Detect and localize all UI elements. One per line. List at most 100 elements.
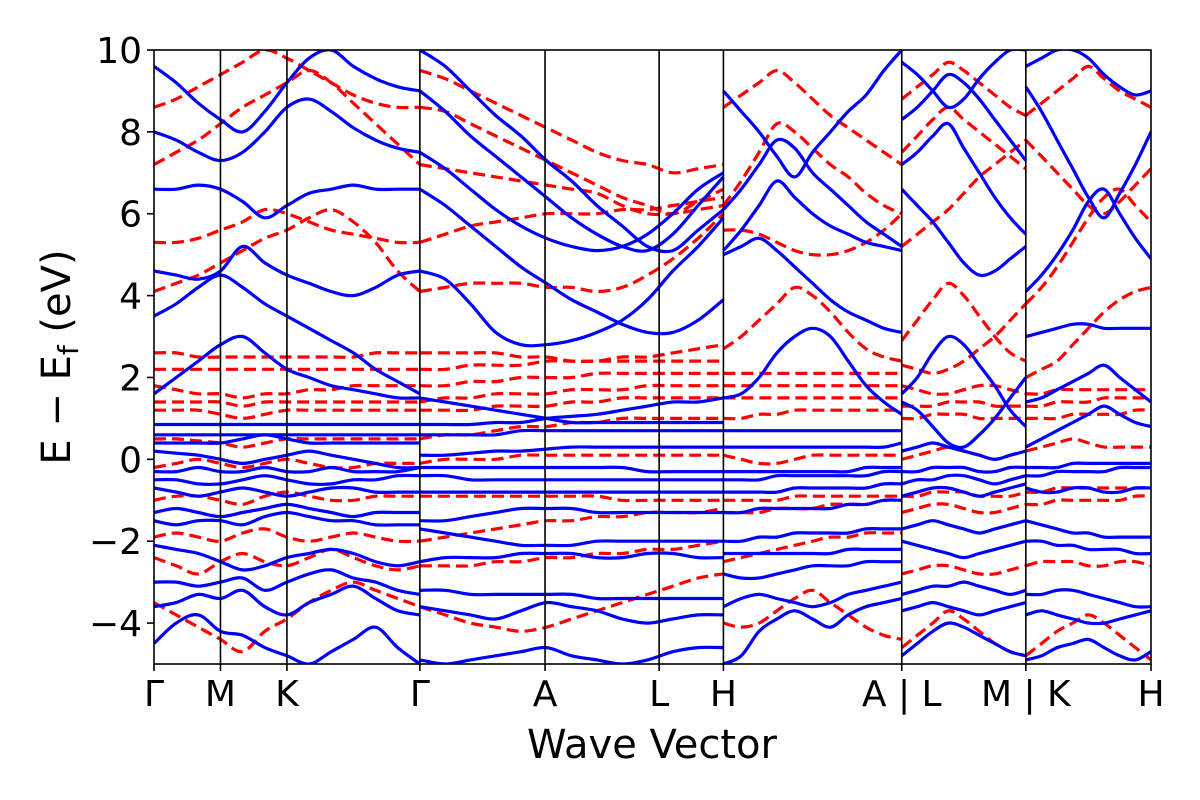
spin-down-band-seg2-11: [722, 121, 903, 216]
spin-up-band-seg1-2: [419, 588, 724, 601]
spin-up-band-seg2-8: [723, 465, 902, 474]
spin-up-band-seg4-1: [1025, 609, 1151, 626]
spin-down-band-seg3-5: [901, 412, 1026, 421]
spin-up-band-seg4-7: [1025, 461, 1151, 470]
spin-down-band-seg1-1: [419, 539, 724, 568]
spin-up-band-seg3-6: [901, 473, 1027, 486]
spin-down-band-seg4-9: [1024, 187, 1151, 305]
spin-up-band-seg4-3: [1025, 539, 1151, 556]
spin-down-band-seg0-0: [154, 580, 421, 654]
spin-up-band-seg4-6: [1025, 465, 1151, 478]
spin-down-band-seg2-5: [723, 408, 902, 421]
spin-up-band-seg3-0: [900, 621, 1027, 658]
spin-up-band-seg1-14: [419, 187, 725, 336]
spin-down-band-seg2-4: [723, 453, 902, 466]
spin-up-band-seg1-3: [419, 551, 724, 564]
spin-up-band-seg2-2: [723, 559, 902, 581]
spin-down-band-seg2-9: [722, 285, 903, 363]
spin-down-band-seg4-11: [1024, 64, 1151, 117]
spin-down-band-seg2-1: [723, 531, 902, 564]
spin-up-band-seg4-4: [1025, 519, 1151, 540]
y-tick-label: 8: [119, 113, 142, 154]
spin-down-band-seg3-10: [900, 138, 1027, 248]
spin-up-band-seg1-17: [419, 50, 725, 254]
spin-up-band-seg2-9: [723, 441, 903, 449]
x-axis-label: Wave Vector: [527, 722, 778, 768]
spin-up-band-seg2-7: [723, 469, 902, 482]
spin-down-band-seg1-6: [419, 396, 724, 413]
y-tick-label: 10: [96, 31, 142, 72]
spin-up-band-seg2-11: [723, 326, 903, 416]
spin-down-band-seg4-0: [1024, 613, 1151, 662]
x-tick-label: Γ: [144, 674, 164, 715]
y-tick-label: −2: [89, 522, 142, 563]
spin-up-band-seg3-1: [901, 601, 1027, 617]
spin-up-band-seg3-13: [900, 72, 1028, 162]
spin-up-band-seg4-10: [1025, 322, 1151, 339]
x-tick-label: H: [710, 674, 737, 715]
spin-down-band-seg2-0: [723, 588, 903, 641]
spin-up-band-seg1-12: [419, 396, 724, 425]
spin-up-band-seg1-9: [419, 445, 724, 457]
spin-up-band-seg4-8: [1025, 404, 1151, 449]
spin-up-band-seg3-5: [901, 482, 1027, 498]
y-axis-label-main: E − E: [34, 355, 80, 465]
spin-up-band-seg4-9: [1025, 363, 1151, 404]
x-tick-label: Γ: [410, 674, 430, 715]
spin-down-band-seg4-6: [1025, 396, 1151, 409]
spin-down-band-seg1-12: [419, 195, 724, 244]
spin-up-band-seg3-3: [901, 539, 1027, 560]
spin-up-band-seg4-2: [1025, 588, 1151, 609]
y-axis-label: E − Ef (eV): [34, 249, 85, 464]
spin-up-band-seg4-11: [1024, 187, 1151, 293]
y-axis-label-subscript: f: [52, 344, 85, 355]
spin-down-band-seg4-2: [1025, 494, 1151, 507]
spin-up-band-seg3-14: [900, 50, 1026, 110]
spin-up-band-seg1-11: [419, 396, 724, 427]
spin-down-band-seg3-2: [901, 502, 1027, 515]
spin-down-band-seg3-7: [901, 383, 1027, 396]
spin-down-band-seg0-1: [154, 547, 421, 576]
spin-up-band-seg4-13: [1025, 50, 1151, 97]
spin-down-band-seg3-11: [900, 105, 1027, 170]
x-tick-label: M: [205, 674, 236, 715]
y-tick-label: 4: [119, 277, 142, 318]
spin-up-band-seg3-7: [901, 465, 1026, 474]
x-tick-label: A | L: [862, 674, 942, 715]
x-tick-label: M | K: [981, 674, 1072, 715]
spin-up-band-seg4-5: [1025, 485, 1151, 495]
spin-up-band-seg1-7: [419, 473, 724, 482]
spin-down-band-seg1-8: [419, 371, 724, 388]
spin-up-band-seg1-8: [419, 465, 724, 474]
x-tick-label: A: [533, 674, 558, 715]
spin-up-band-seg2-3: [723, 547, 902, 556]
spin-down-band-seg2-3: [723, 494, 902, 503]
spin-up-band-seg3-2: [901, 580, 1027, 596]
spin-down-band-seg1-10: [419, 350, 724, 364]
y-tick-label: 0: [119, 440, 142, 481]
x-tick-label: L: [649, 674, 669, 715]
spin-down-band-seg0-12: [154, 207, 420, 245]
spin-down-band-seg4-7: [1025, 387, 1151, 396]
spin-up-band-seg3-10: [900, 334, 1027, 428]
spin-up-band-seg2-4: [723, 526, 902, 544]
high-symmetry-lines: [219, 50, 1027, 664]
spin-up-band-seg3-8: [901, 441, 1027, 461]
spin-down-band-seg3-9: [900, 281, 1027, 363]
spin-up-band-seg3-12: [900, 121, 1027, 236]
spin-up-band-seg3-4: [901, 519, 1027, 535]
spin-up-band-seg4-12: [1024, 85, 1151, 220]
spin-down-band-seg1-11: [419, 212, 725, 294]
spin-down-band-seg2-10: [723, 212, 903, 257]
spin-down-band-seg3-1: [901, 563, 1027, 577]
spin-down-band-seg3-12: [900, 60, 1027, 117]
y-tick-label: 2: [119, 358, 142, 399]
x-tick-label: H: [1137, 674, 1164, 715]
spin-up-band-seg2-14: [722, 137, 903, 248]
y-axis-label-suffix: (eV): [34, 249, 80, 345]
spin-up-band-seg2-0: [722, 596, 903, 664]
spin-up-band-seg1-0: [419, 645, 724, 664]
spin-up-band-seg2-1: [722, 580, 903, 609]
